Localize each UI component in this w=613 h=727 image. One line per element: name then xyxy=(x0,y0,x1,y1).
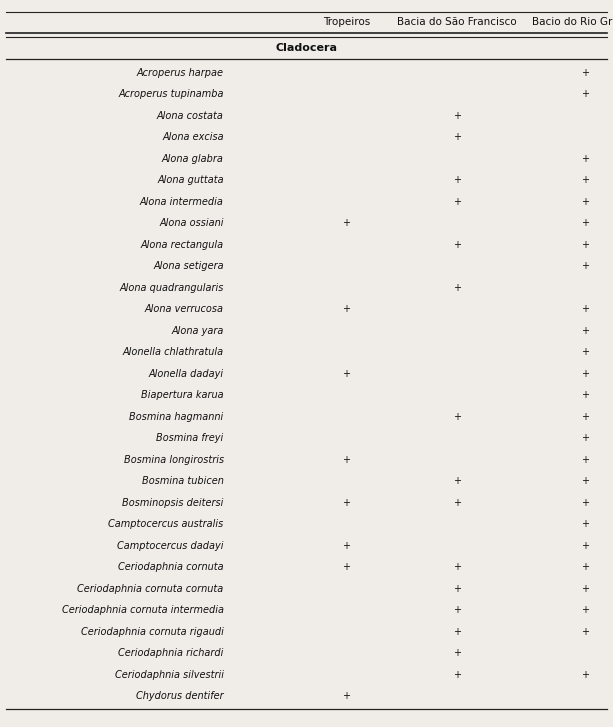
Text: Alona intermedia: Alona intermedia xyxy=(140,197,224,206)
Text: Bosmina longirostris: Bosmina longirostris xyxy=(124,455,224,465)
Text: +: + xyxy=(452,175,461,185)
Text: +: + xyxy=(452,670,461,680)
Text: +: + xyxy=(342,691,351,702)
Text: +: + xyxy=(581,411,590,422)
Text: +: + xyxy=(581,606,590,615)
Text: Bacia do São Francisco: Bacia do São Francisco xyxy=(397,17,517,27)
Text: Acroperus harpae: Acroperus harpae xyxy=(137,68,224,78)
Text: +: + xyxy=(581,326,590,336)
Text: Alona costata: Alona costata xyxy=(157,111,224,121)
Text: +: + xyxy=(452,111,461,121)
Text: Acroperus tupinamba: Acroperus tupinamba xyxy=(118,89,224,100)
Text: +: + xyxy=(581,433,590,443)
Text: +: + xyxy=(342,455,351,465)
Text: +: + xyxy=(581,348,590,357)
Text: +: + xyxy=(452,584,461,594)
Text: +: + xyxy=(452,240,461,250)
Text: +: + xyxy=(452,132,461,142)
Text: +: + xyxy=(452,606,461,615)
Text: +: + xyxy=(452,627,461,637)
Text: +: + xyxy=(581,305,590,314)
Text: Biapertura karua: Biapertura karua xyxy=(141,390,224,401)
Text: Chydorus dentifer: Chydorus dentifer xyxy=(136,691,224,702)
Text: +: + xyxy=(452,283,461,293)
Text: Bosmina freyi: Bosmina freyi xyxy=(156,433,224,443)
Text: Alona quadrangularis: Alona quadrangularis xyxy=(120,283,224,293)
Text: Alona guttata: Alona guttata xyxy=(157,175,224,185)
Text: +: + xyxy=(452,648,461,658)
Text: +: + xyxy=(342,562,351,572)
Text: +: + xyxy=(581,390,590,401)
Text: Alona ossiani: Alona ossiani xyxy=(159,218,224,228)
Text: +: + xyxy=(581,369,590,379)
Text: Ceriodaphnia cornuta rigaudi: Ceriodaphnia cornuta rigaudi xyxy=(81,627,224,637)
Text: Ceriodaphnia cornuta intermedia: Ceriodaphnia cornuta intermedia xyxy=(62,606,224,615)
Text: +: + xyxy=(342,305,351,314)
Text: Tropeiros: Tropeiros xyxy=(322,17,370,27)
Text: Alona verrucosa: Alona verrucosa xyxy=(145,305,224,314)
Text: Ceriodaphnia richardi: Ceriodaphnia richardi xyxy=(118,648,224,658)
Text: Alona yara: Alona yara xyxy=(172,326,224,336)
Text: +: + xyxy=(452,411,461,422)
Text: Cladocera: Cladocera xyxy=(275,43,338,53)
Text: +: + xyxy=(581,476,590,486)
Text: Bosmina tubicen: Bosmina tubicen xyxy=(142,476,224,486)
Text: +: + xyxy=(581,562,590,572)
Text: +: + xyxy=(452,476,461,486)
Text: +: + xyxy=(581,218,590,228)
Text: Alona glabra: Alona glabra xyxy=(162,153,224,164)
Text: +: + xyxy=(581,519,590,529)
Text: +: + xyxy=(581,68,590,78)
Text: Ceriodaphnia cornuta cornuta: Ceriodaphnia cornuta cornuta xyxy=(77,584,224,594)
Text: Bosminopsis deitersi: Bosminopsis deitersi xyxy=(123,498,224,507)
Text: Camptocercus australis: Camptocercus australis xyxy=(109,519,224,529)
Text: Bacio do Rio Grande: Bacio do Rio Grande xyxy=(532,17,613,27)
Text: +: + xyxy=(581,584,590,594)
Text: +: + xyxy=(452,197,461,206)
Text: +: + xyxy=(581,627,590,637)
Text: +: + xyxy=(581,175,590,185)
Text: Alona rectangula: Alona rectangula xyxy=(140,240,224,250)
Text: Ceriodaphnia silvestrii: Ceriodaphnia silvestrii xyxy=(115,670,224,680)
Text: +: + xyxy=(452,562,461,572)
Text: +: + xyxy=(342,498,351,507)
Text: Alona setigera: Alona setigera xyxy=(153,261,224,271)
Text: Alonella dadayi: Alonella dadayi xyxy=(148,369,224,379)
Text: Alonella chlathratula: Alonella chlathratula xyxy=(123,348,224,357)
Text: +: + xyxy=(452,498,461,507)
Text: +: + xyxy=(581,455,590,465)
Text: +: + xyxy=(342,369,351,379)
Text: +: + xyxy=(581,498,590,507)
Text: +: + xyxy=(581,240,590,250)
Text: +: + xyxy=(342,218,351,228)
Text: Bosmina hagmanni: Bosmina hagmanni xyxy=(129,411,224,422)
Text: +: + xyxy=(581,670,590,680)
Text: Alona excisa: Alona excisa xyxy=(162,132,224,142)
Text: Ceriodaphnia cornuta: Ceriodaphnia cornuta xyxy=(118,562,224,572)
Text: +: + xyxy=(581,541,590,551)
Text: +: + xyxy=(581,153,590,164)
Text: Camptocercus dadayi: Camptocercus dadayi xyxy=(117,541,224,551)
Text: +: + xyxy=(581,197,590,206)
Text: +: + xyxy=(581,89,590,100)
Text: +: + xyxy=(581,261,590,271)
Text: +: + xyxy=(342,541,351,551)
